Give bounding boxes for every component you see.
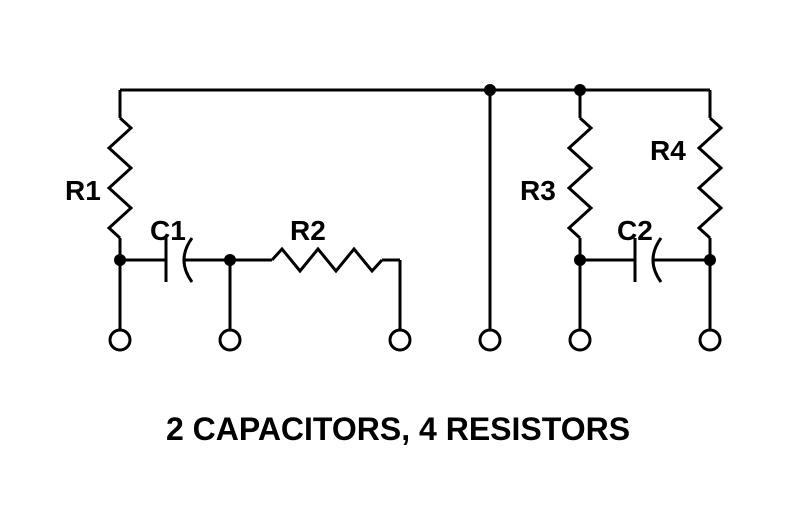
junction-node	[574, 84, 586, 96]
circuit-diagram: R1 R2 R3 R4 C1 C2 2 CAPACITORS, 4 RESIST…	[0, 0, 796, 511]
junction-node	[224, 254, 236, 266]
resistor-r1	[109, 118, 131, 238]
diagram-caption: 2 CAPACITORS, 4 RESISTORS	[166, 411, 630, 447]
resistor-r4	[699, 118, 721, 238]
label-r2: R2	[290, 215, 326, 246]
terminal	[700, 330, 720, 350]
label-c2: C2	[617, 215, 653, 246]
junction-node	[704, 254, 716, 266]
junction-node	[574, 254, 586, 266]
terminal	[570, 330, 590, 350]
resistor-r2	[272, 249, 382, 271]
terminal	[390, 330, 410, 350]
junction-node	[114, 254, 126, 266]
label-r1: R1	[65, 175, 101, 206]
label-r4: R4	[650, 135, 686, 166]
label-r3: R3	[520, 175, 556, 206]
resistor-r3	[569, 118, 591, 238]
terminal	[480, 330, 500, 350]
terminal	[220, 330, 240, 350]
label-c1: C1	[150, 215, 186, 246]
terminal	[110, 330, 130, 350]
junction-node	[484, 84, 496, 96]
